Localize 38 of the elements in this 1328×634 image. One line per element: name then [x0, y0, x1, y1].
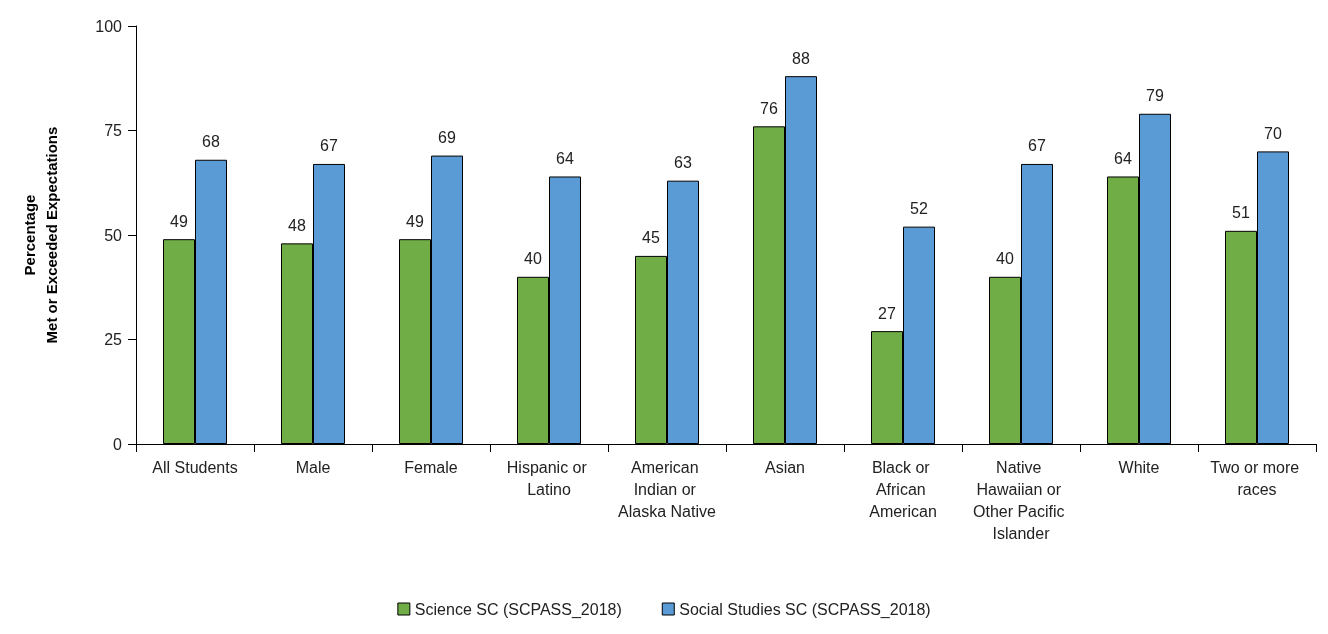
- x-tick-label: Black or African American: [869, 458, 937, 520]
- data-label: 68: [202, 133, 220, 151]
- data-label: 51: [1232, 204, 1250, 222]
- x-tick-label: Male: [295, 458, 331, 476]
- x-tick-label: Hispanic or Latino: [506, 458, 592, 498]
- data-label: 88: [792, 49, 810, 67]
- data-label: 79: [1146, 87, 1164, 105]
- data-label: 40: [996, 250, 1014, 268]
- legend-label: Science SC (SCPASS_2018): [414, 600, 622, 619]
- x-tick-label: Female: [404, 458, 458, 476]
- x-tick-label: Native Hawaiian or Other Pacific Islander: [972, 458, 1070, 542]
- data-label: 63: [674, 154, 692, 172]
- x-tick-label: American Indian or Alaska Native: [618, 458, 717, 520]
- x-tick-label: Asian: [764, 458, 806, 476]
- x-tick-label: White: [1118, 458, 1160, 476]
- data-label: 52: [910, 200, 928, 218]
- y-tick-label: 25: [104, 331, 123, 348]
- x-tick-label: All Students: [152, 458, 238, 476]
- data-label: 64: [556, 149, 574, 167]
- data-label: 69: [438, 129, 456, 147]
- data-label: 48: [288, 216, 306, 234]
- y-axis-title: Percentage Met or Exceeded Expectations: [20, 126, 60, 344]
- y-tick-label: 50: [104, 226, 123, 244]
- data-label: 45: [642, 229, 660, 247]
- data-label: 76: [760, 99, 778, 117]
- data-label: 27: [878, 304, 896, 322]
- y-tick-label: 0: [113, 435, 123, 453]
- data-label: 64: [1114, 149, 1132, 167]
- data-label: 67: [320, 137, 338, 155]
- y-tick-label: 100: [95, 17, 123, 35]
- y-tick-label: 75: [104, 122, 123, 139]
- data-label: 67: [1028, 137, 1046, 155]
- data-label: 70: [1264, 124, 1282, 142]
- data-label: 49: [170, 212, 188, 230]
- data-label: 49: [406, 212, 424, 230]
- legend-label: Social Studies SC (SCPASS_2018): [679, 600, 931, 619]
- data-label: 40: [524, 250, 542, 268]
- x-tick-label: Two or more races: [1210, 458, 1304, 498]
